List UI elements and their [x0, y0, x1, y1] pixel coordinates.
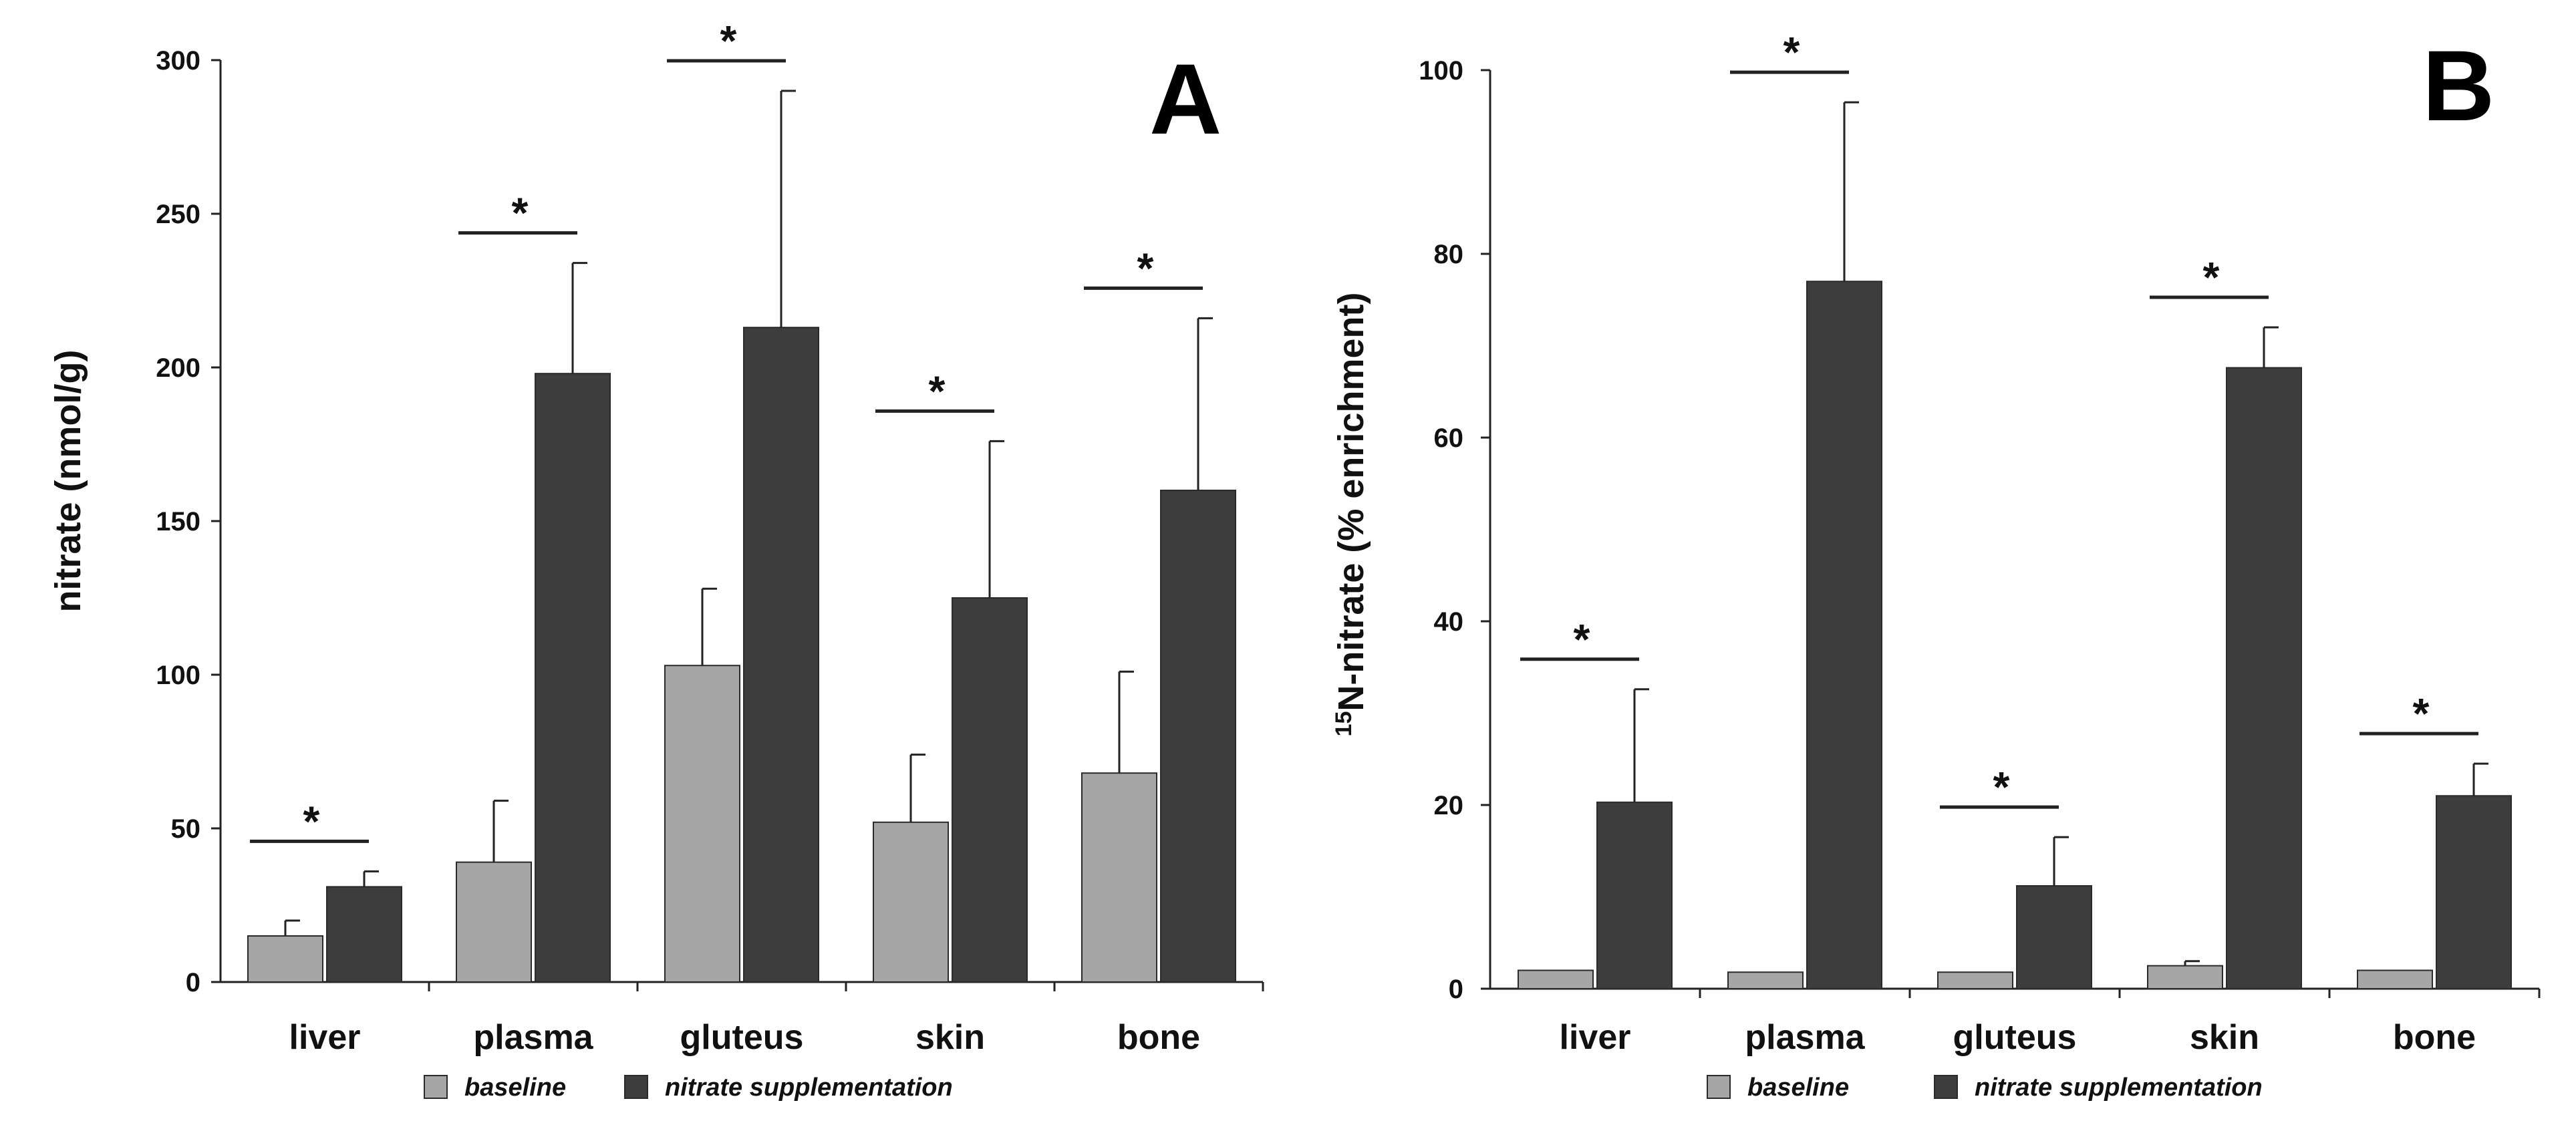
panel-b-significance-star-liver: *	[1574, 615, 1590, 663]
panel-b-significance-star-gluteus: *	[1993, 763, 2010, 811]
panel-b-y-tick-label: 100	[1419, 56, 1463, 86]
panel-b-y-tick-label: 0	[1449, 975, 1463, 1004]
panel-a-bar-supplement-bone	[1160, 490, 1236, 983]
panel-a-legend-label-baseline: baseline	[464, 1074, 566, 1102]
panel-b-category-label-bone: bone	[2393, 1018, 2476, 1057]
panel-a-y-tick-label: 250	[156, 200, 200, 229]
panel-a-significance-star-bone: *	[1137, 244, 1154, 292]
panel-b-y-axis-title-text: N-nitrate (% enrichment)	[1331, 293, 1371, 711]
panel-b-significance-star-plasma: *	[1783, 28, 1800, 76]
panel-b-bar-baseline-bone	[2357, 969, 2433, 989]
panel-b-y-axis-superscript: 15	[1331, 711, 1356, 737]
panel-b-y-tick-label: 20	[1434, 791, 1464, 820]
panel-a-category-label-skin: skin	[915, 1018, 985, 1057]
panel-b-bar-baseline-liver	[1518, 969, 1594, 989]
panel-a-chart: A nitrate (nmol/g) 0 50 100 150 200 250 300 * li…	[48, 17, 1264, 1102]
panel-a-y-tick-label: 100	[156, 661, 200, 690]
panel-b-bar-baseline-plasma	[1727, 971, 1804, 989]
panel-b-chart: B 15N-nitrate (% enrichment) 0 20 40 60 80 10…	[1331, 28, 2541, 1102]
panel-b-category-label-liver: liver	[1560, 1018, 1631, 1057]
panel-b-bar-baseline-skin	[2147, 965, 2223, 989]
panel-a-significance-star-skin: *	[929, 367, 946, 415]
panel-b-category-label-skin: skin	[2190, 1018, 2259, 1057]
panel-a-letter: A	[1149, 43, 1222, 155]
panel-a-y-tick-label: 0	[186, 968, 200, 997]
panel-b-y-axis-title: 15N-nitrate (% enrichment)	[1331, 293, 1371, 737]
panel-b-bar-supplement-gluteus	[2016, 885, 2092, 989]
panel-b-bar-supplement-skin	[2226, 367, 2302, 989]
panel-a-category-label-bone: bone	[1117, 1018, 1200, 1057]
panel-b-category-label-plasma: plasma	[1745, 1018, 1865, 1057]
panel-a-bar-supplement-gluteus	[743, 327, 819, 983]
panel-b-legend-swatch-supplement	[1934, 1075, 1958, 1099]
panel-b-bar-supplement-bone	[2436, 795, 2512, 989]
panel-a-significance-star-plasma: *	[512, 189, 529, 237]
panel-a-bar-baseline-skin	[873, 821, 949, 983]
panel-a-bar-baseline-gluteus	[664, 665, 740, 983]
panel-a-legend-swatch-supplement	[624, 1075, 648, 1099]
panel-a-bar-baseline-plasma	[456, 861, 532, 983]
panel-a-bar-supplement-liver	[326, 886, 402, 983]
panel-a-y-axis-title: nitrate (nmol/g)	[48, 350, 88, 613]
panel-a-legend-swatch-baseline	[424, 1075, 448, 1099]
panel-a-y-tick-label: 150	[156, 507, 200, 536]
panel-a-bar-baseline-bone	[1081, 772, 1157, 983]
panel-b-bar-supplement-liver	[1596, 801, 1673, 989]
panel-b-category-label-gluteus: gluteus	[1953, 1018, 2077, 1057]
panel-a-legend-label-supplement: nitrate supplementation	[665, 1074, 953, 1102]
panel-a-bar-baseline-liver	[247, 935, 323, 983]
panel-a-y-tick-label: 300	[156, 46, 200, 75]
panel-a-bar-supplement-plasma	[535, 373, 611, 983]
panel-b-bar-supplement-plasma	[1806, 281, 1882, 989]
panel-a-y-tick-label: 50	[171, 814, 201, 844]
panel-b-bar-baseline-gluteus	[1937, 971, 2013, 989]
panel-a-significance-star-gluteus: *	[720, 17, 737, 65]
panel-b-y-tick-label: 60	[1434, 424, 1464, 453]
panel-a-category-label-liver: liver	[289, 1018, 361, 1057]
panel-a-y-tick-label: 200	[156, 353, 200, 383]
panel-b-y-tick-label: 40	[1434, 607, 1464, 637]
panel-b-legend-label-baseline: baseline	[1747, 1074, 1849, 1102]
panel-b-significance-star-skin: *	[2203, 253, 2220, 301]
panel-b-legend-label-supplement: nitrate supplementation	[1975, 1074, 2263, 1102]
panel-b-significance-star-bone: *	[2413, 689, 2430, 738]
panel-b-letter: B	[2422, 29, 2494, 142]
panel-b-legend-swatch-baseline	[1707, 1075, 1731, 1099]
panel-a-category-label-plasma: plasma	[473, 1018, 593, 1057]
panel-a-category-label-gluteus: gluteus	[680, 1018, 804, 1057]
panel-b-y-tick-label: 80	[1434, 240, 1464, 269]
panel-a-bar-supplement-skin	[952, 597, 1028, 983]
panel-a-significance-star-liver: *	[303, 797, 320, 845]
